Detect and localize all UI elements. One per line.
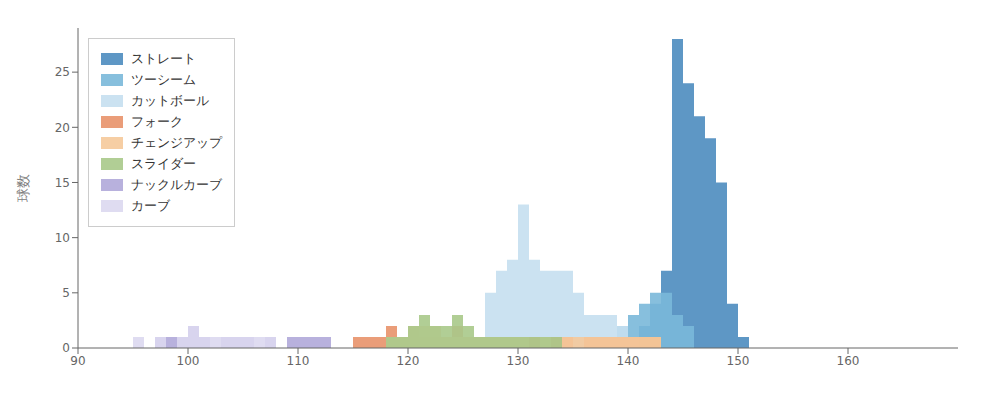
svg-text:100: 100 xyxy=(177,354,200,368)
svg-text:20: 20 xyxy=(55,121,70,135)
svg-text:110: 110 xyxy=(287,354,310,368)
svg-text:25: 25 xyxy=(55,65,70,79)
svg-text:10: 10 xyxy=(55,231,70,245)
svg-text:90: 90 xyxy=(70,354,85,368)
html-text:チェンジアップ: チェンジアップ xyxy=(131,135,222,150)
html-text:ツーシーム: ツーシーム xyxy=(131,72,196,87)
svg-text:130: 130 xyxy=(507,354,530,368)
svg-text:0: 0 xyxy=(62,341,70,355)
svg-text:140: 140 xyxy=(617,354,640,368)
svg-text:5: 5 xyxy=(62,286,70,300)
html-text:カーブ: カーブ xyxy=(131,198,170,213)
html-text:ストレート: ストレート xyxy=(131,51,196,66)
html-text:カットボール: カットボール xyxy=(131,93,209,108)
svg-text:160: 160 xyxy=(837,354,860,368)
html-text:フォーク: フォーク xyxy=(131,114,183,129)
html-text:ナックルカーブ: ナックルカーブ xyxy=(131,177,222,192)
html-text:スライダー: スライダー xyxy=(131,156,196,171)
svg-text:120: 120 xyxy=(397,354,420,368)
svg-text:150: 150 xyxy=(727,354,750,368)
svg-text:15: 15 xyxy=(55,176,70,190)
svg-text:球数: 球数 xyxy=(15,174,31,202)
